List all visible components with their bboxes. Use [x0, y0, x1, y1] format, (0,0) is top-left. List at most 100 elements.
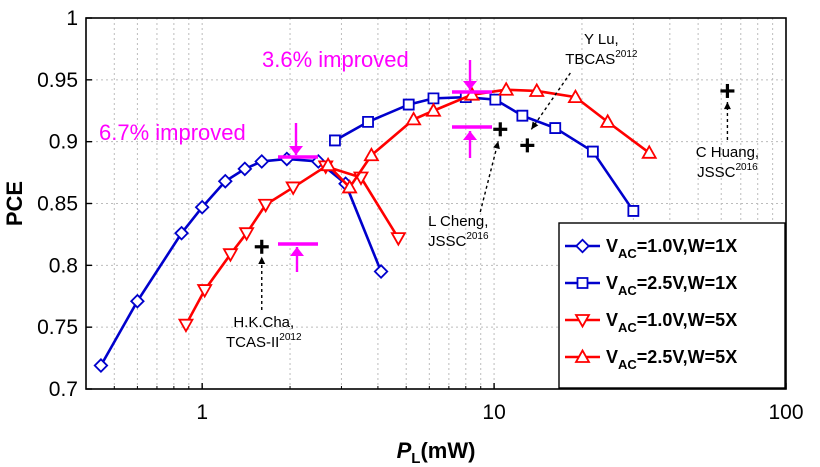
data-point	[217, 173, 233, 189]
ref-point-lcheng	[493, 122, 508, 137]
ref-point-ylu	[520, 138, 535, 153]
data-point	[177, 318, 195, 334]
pink-head	[463, 131, 477, 140]
x-axis-label: PL(mW)	[397, 438, 476, 467]
legend-sub: AC	[618, 320, 637, 335]
axis-layer: 0.7 0.75 0.8 0.85 0.9 0.95 1 1 10 100 PCE PL(mW)	[2, 7, 804, 467]
legend-box	[558, 222, 786, 389]
legend-label-3: VAC=1.0V,W=5X	[606, 310, 737, 335]
ref-arrow-ylu	[530, 72, 571, 130]
data-point	[528, 82, 545, 97]
data-point	[285, 181, 302, 196]
legend-marker	[575, 238, 590, 254]
data-point	[390, 232, 407, 247]
legend-sub: AC	[618, 357, 637, 372]
pink-head	[463, 81, 477, 90]
data-point	[516, 109, 529, 122]
legend-label-2: VAC=2.5V,W=1X	[606, 273, 737, 298]
legend-main: V	[606, 347, 618, 367]
ref-label-chuang-venue: JSSC2016	[697, 162, 758, 181]
legend-main: V	[606, 310, 618, 330]
data-point	[174, 225, 190, 241]
data-point	[641, 144, 658, 159]
legend-marker	[576, 277, 589, 289]
data-point	[237, 161, 253, 177]
data-point	[93, 358, 109, 373]
legend-marker	[574, 348, 591, 363]
series-line	[334, 95, 635, 212]
ref-label-ylu-venue: TBCAS2012	[565, 49, 638, 68]
arrow-shaft	[479, 141, 499, 213]
data-point	[405, 111, 422, 126]
x-tick-label: 1	[196, 401, 208, 424]
ref-venue: JSSC	[428, 233, 467, 250]
x-label-rest: (mW)	[420, 438, 475, 463]
legend-label-4: VAC=2.5V,W=5X	[606, 347, 737, 372]
legend-rest: =2.5V,W=1X	[637, 273, 737, 293]
y-tick-label: 0.8	[49, 254, 78, 277]
data-point	[279, 151, 295, 167]
ref-venue: JSSC	[697, 164, 736, 181]
data-point	[257, 198, 274, 214]
ref-venue: TCAS-II	[226, 334, 279, 351]
legend-sub: AC	[618, 246, 637, 261]
ref-year: 2012	[279, 332, 302, 343]
x-tick-label: 100	[768, 401, 803, 424]
data-point	[196, 284, 213, 299]
ref-point-hkcha	[254, 239, 269, 254]
legend-label-1: VAC=1.0V,W=1X	[606, 236, 737, 261]
y-tick-label: 0.7	[49, 378, 78, 401]
arrow-head	[258, 256, 266, 264]
legend-marker	[574, 314, 591, 329]
data-point	[489, 93, 502, 106]
data-point	[362, 115, 374, 128]
ref-label-ylu-name: Y Lu,	[584, 31, 619, 48]
legend-main: V	[606, 273, 618, 293]
legend-sub: AC	[618, 283, 637, 298]
data-point	[222, 248, 239, 263]
y-tick-label: 0.85	[37, 193, 78, 216]
data-point	[425, 102, 442, 117]
data-point	[599, 113, 616, 128]
y-axis-label: PCE	[2, 181, 27, 226]
ref-label-chuang-name: C Huang,	[696, 144, 759, 161]
ref-label-lcheng-venue: JSSC2016	[428, 231, 489, 250]
series-layer	[93, 81, 658, 373]
y-tick-label: 0.75	[37, 316, 78, 339]
annotation-layer: 6.7% improved 3.6% improved	[99, 47, 492, 272]
data-point	[463, 86, 481, 101]
annotation-3-6: 3.6% improved	[262, 47, 409, 72]
x-tick-label: 10	[482, 401, 505, 424]
data-point	[129, 293, 145, 309]
data-point	[402, 98, 415, 111]
data-point	[363, 146, 380, 162]
series-2	[329, 91, 640, 217]
data-point	[427, 92, 440, 105]
ref-year: 2012	[615, 49, 638, 60]
legend-main: V	[606, 236, 618, 256]
ref-label-hkcha-name: H.K.Cha,	[233, 314, 294, 331]
ref-arrow-lcheng	[479, 141, 500, 213]
anno-arrow-3-6-up	[463, 131, 477, 158]
data-point	[238, 227, 255, 242]
pink-head	[290, 247, 304, 256]
arrow-head	[723, 101, 731, 110]
x-label-sub: L	[411, 450, 420, 467]
ref-year: 2016	[466, 231, 489, 242]
ref-point-chuang	[720, 83, 735, 98]
pink-head	[289, 146, 303, 155]
anno-arrow-6-7-up	[290, 247, 304, 272]
data-point	[549, 122, 562, 134]
data-point	[320, 156, 337, 172]
anno-arrow-6-7	[289, 123, 303, 155]
data-point	[373, 264, 389, 279]
data-point	[254, 153, 270, 169]
series-line	[327, 88, 651, 190]
anno-arrow-3-6	[463, 60, 477, 90]
legend-rest: =1.0V,W=5X	[637, 310, 737, 330]
data-point	[341, 179, 358, 194]
series-4	[320, 81, 658, 194]
